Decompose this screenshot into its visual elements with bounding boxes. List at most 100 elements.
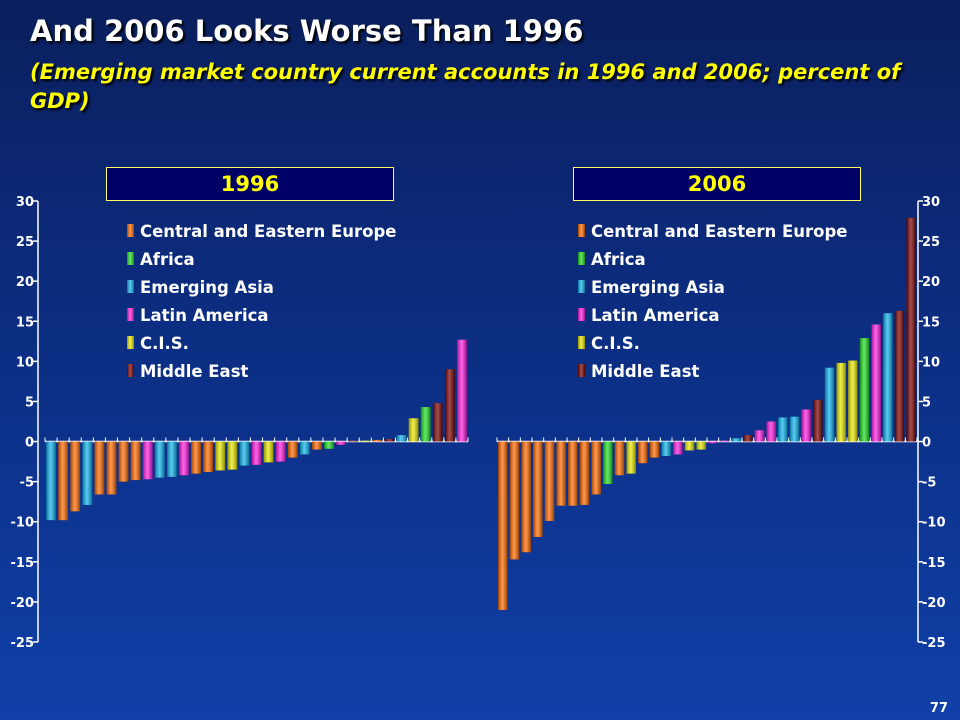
bar — [275, 441, 286, 462]
chart-2006: 30 25 20 15 10 5 0 -5 -10 -15 -20 -25 Central and Ea… — [496, 195, 946, 651]
y-tick-label: -15 — [922, 556, 946, 571]
bar — [754, 430, 765, 442]
bar — [130, 441, 141, 481]
bar — [824, 367, 835, 442]
page-number: 77 — [929, 701, 948, 716]
bar — [312, 441, 322, 450]
bar — [372, 439, 383, 442]
y-tick-label: 10 — [16, 355, 34, 370]
bar — [300, 441, 310, 455]
bar — [215, 441, 226, 471]
bar — [521, 441, 531, 553]
bar — [906, 217, 916, 442]
bar — [673, 441, 683, 455]
bar — [191, 441, 201, 474]
y-tick-label: 0 — [25, 436, 34, 451]
bar — [70, 441, 81, 512]
legend: Central and Eastern Europe Africa Emerging… — [127, 222, 396, 381]
bar — [396, 435, 407, 442]
legend-item: Emerging Asia — [578, 278, 725, 297]
bar — [509, 441, 520, 560]
bar — [348, 440, 359, 442]
bar — [324, 441, 334, 449]
bar — [498, 441, 508, 610]
legend-label: C.I.S. — [591, 334, 640, 353]
bar — [420, 407, 431, 442]
bar — [556, 441, 566, 506]
bar — [731, 438, 741, 442]
legend-item: Central and Eastern Europe — [127, 222, 396, 241]
bar — [445, 369, 455, 442]
chart-title-2006: 2006 — [573, 167, 861, 201]
legend-item: Latin America — [578, 306, 720, 325]
bar — [239, 441, 250, 466]
y-tick-label: -25 — [922, 636, 946, 651]
bar — [778, 417, 788, 442]
bar — [203, 441, 213, 473]
bar — [106, 441, 117, 495]
legend-item: Middle East — [127, 362, 249, 381]
y-tick-label: -10 — [11, 516, 35, 531]
bar — [408, 418, 419, 442]
bar — [638, 441, 648, 464]
y-tick-label: 30 — [922, 195, 940, 210]
legend-label: Central and Eastern Europe — [140, 222, 396, 241]
bar — [360, 440, 371, 442]
bar — [649, 441, 660, 458]
legend-item: Latin America — [127, 306, 269, 325]
legend-label: Middle East — [591, 362, 700, 381]
bar — [614, 441, 625, 476]
bar — [836, 362, 846, 442]
y-tick-label: -5 — [922, 476, 936, 491]
bar — [457, 339, 467, 442]
legend-label: Emerging Asia — [140, 278, 274, 297]
y-tick-label: -25 — [11, 636, 35, 651]
bar — [544, 441, 555, 521]
y-tick-label: 30 — [16, 195, 34, 210]
legend-label: C.I.S. — [140, 334, 189, 353]
y-tick-label: 25 — [16, 235, 34, 250]
y-tick-label: -20 — [922, 596, 946, 611]
bar — [568, 441, 578, 506]
legend: Central and Eastern Europe Africa Emerging… — [578, 222, 847, 381]
bar — [801, 409, 811, 442]
bar — [142, 441, 153, 480]
y-tick-label: -10 — [922, 516, 946, 531]
y-tick-label: 20 — [16, 275, 34, 290]
page-title: And 2006 Looks Worse Than 1996 — [30, 14, 584, 48]
bar — [591, 441, 601, 495]
y-tick-label: 15 — [16, 315, 34, 330]
bar — [696, 441, 706, 450]
bar — [603, 441, 613, 485]
y-tick-label: -15 — [11, 556, 35, 571]
bar — [708, 441, 718, 444]
legend-label: Latin America — [591, 306, 720, 325]
bar — [661, 441, 671, 456]
legend-item: C.I.S. — [578, 334, 640, 353]
y-tick-label: 20 — [922, 275, 940, 290]
legend-label: Latin America — [140, 306, 269, 325]
legend-item: C.I.S. — [127, 334, 189, 353]
bar — [46, 441, 56, 521]
bar — [743, 435, 753, 442]
bar — [813, 399, 823, 442]
bar — [287, 441, 298, 458]
y-tick-label: 10 — [922, 355, 940, 370]
legend-label: Emerging Asia — [591, 278, 725, 297]
y-tick-label: -20 — [11, 596, 35, 611]
y-tick-label: 0 — [922, 436, 931, 451]
bar — [719, 440, 730, 442]
bar — [883, 313, 893, 442]
bar — [82, 441, 93, 505]
bar — [167, 441, 177, 477]
bar — [579, 441, 590, 505]
legend-item: Middle East — [578, 362, 700, 381]
bar — [871, 324, 881, 442]
bar — [789, 416, 800, 442]
bar — [251, 441, 262, 465]
bar — [336, 441, 346, 445]
bar — [432, 403, 443, 442]
bar — [766, 421, 776, 442]
bar — [227, 441, 238, 470]
